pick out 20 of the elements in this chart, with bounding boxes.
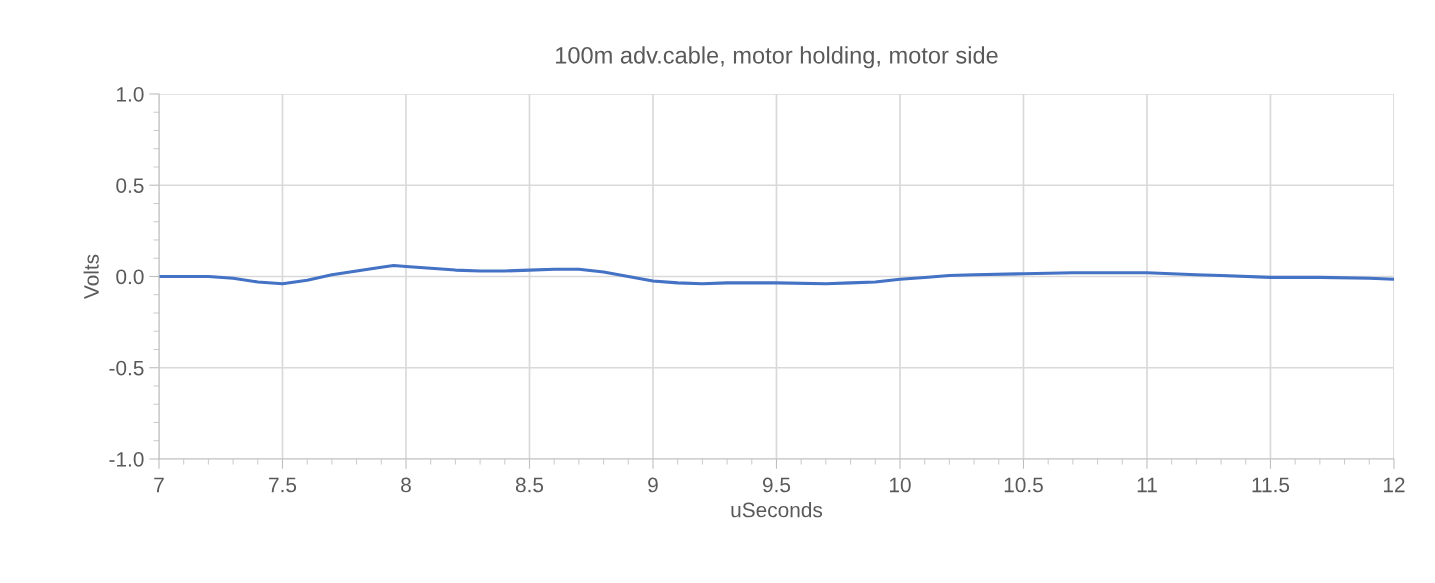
y-tick-label: -1.0 bbox=[109, 452, 144, 467]
x-tick-label: 7 bbox=[154, 477, 164, 493]
line-series bbox=[159, 264, 1394, 286]
x-tick-label: 10.5 bbox=[1004, 477, 1043, 493]
x-tick-label: 8.5 bbox=[515, 477, 544, 493]
y-tick-label: -0.5 bbox=[109, 360, 144, 376]
y-tick-label: 0.0 bbox=[116, 269, 144, 285]
x-tick-label: 7.5 bbox=[269, 477, 297, 493]
x-tick-label: 11 bbox=[1137, 477, 1157, 493]
x-tick-label: 11.5 bbox=[1252, 477, 1290, 493]
x-tick-label: 8 bbox=[401, 477, 411, 493]
y-axis-title: Volts bbox=[83, 254, 99, 299]
x-axis-title: uSeconds bbox=[731, 502, 823, 518]
y-tick-label: 1.0 bbox=[117, 86, 144, 102]
x-tick-label: 9 bbox=[648, 477, 658, 493]
x-tick-label: 9.5 bbox=[762, 477, 791, 493]
y-tick-label: 0.5 bbox=[116, 178, 144, 193]
chart-title: 100m adv.cable, motor holding, motor side bbox=[556, 46, 998, 69]
x-tick-label: 12 bbox=[1383, 477, 1405, 493]
x-tick-label: 10 bbox=[889, 477, 911, 493]
